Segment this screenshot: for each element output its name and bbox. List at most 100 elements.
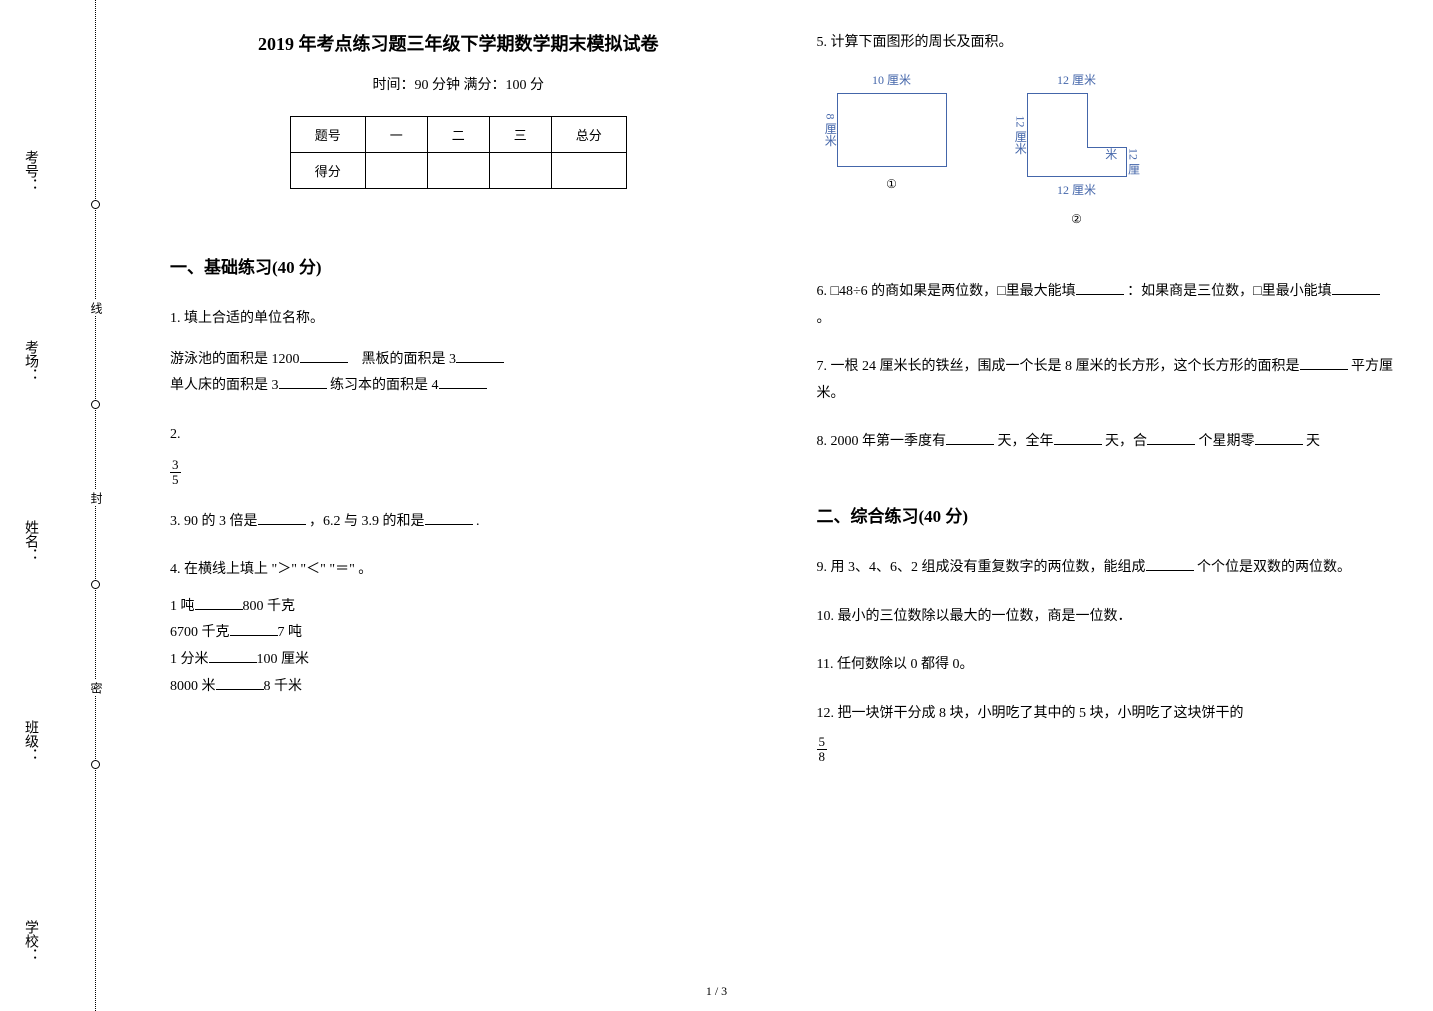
q5-figures: 10 厘米 8 厘米 ① 12 厘米 12 厘米 — [837, 69, 1394, 231]
question-7: 7. 一根 24 厘米长的铁丝，围成一个长是 8 厘米的长方形，这个长方形的面积… — [817, 354, 1394, 407]
fill-blank[interactable] — [1255, 431, 1303, 445]
fill-blank[interactable] — [230, 622, 278, 636]
q4-text: 100 厘米 — [257, 652, 310, 667]
q8-text: 天 — [1306, 434, 1320, 449]
question-3: 3. 90 的 3 倍是 ，6.2 与 3.9 的和是 . — [170, 509, 747, 536]
q4-text: 1 分米 — [170, 652, 209, 667]
fill-blank[interactable] — [1054, 431, 1102, 445]
score-table: 题号 一 二 三 总分 得分 — [290, 116, 627, 189]
q3-text: 3. 90 的 3 倍是 — [170, 514, 258, 529]
fill-blank[interactable] — [209, 649, 257, 663]
fraction-denominator: 8 — [817, 750, 828, 764]
binding-midlabel: 封 — [88, 490, 105, 506]
binding-circle — [91, 200, 100, 209]
score-header: 一 — [365, 117, 427, 153]
q8-text: 8. 2000 年第一季度有 — [817, 434, 947, 449]
binding-label-name: 姓名： — [20, 520, 40, 562]
fraction: 5 8 — [817, 735, 828, 763]
question-5: 5. 计算下面图形的周长及面积。 10 厘米 8 厘米 ① 12 厘米 12 厘 — [817, 30, 1394, 257]
figure-2: 12 厘米 12 厘米 12 厘米 12 厘米 ② — [1027, 69, 1127, 231]
table-row: 题号 一 二 三 总分 — [290, 117, 626, 153]
section-2-title: 二、综合练习(40 分) — [817, 502, 1394, 527]
q8-text: 天，全年 — [998, 434, 1054, 449]
q3-text: ，6.2 与 3.9 的和是 — [309, 514, 425, 529]
q3-text: . — [476, 514, 480, 529]
q4-row: 1 吨800 千克 — [170, 594, 747, 621]
score-cell[interactable] — [551, 153, 626, 189]
q1-text: 游泳池的面积是 1200 — [170, 352, 300, 367]
fill-blank[interactable] — [279, 375, 327, 389]
q1-text: 黑板的面积是 3 — [358, 352, 456, 367]
question-10: 10. 最小的三位数除以最大的一位数，商是一位数． — [817, 604, 1394, 631]
question-11: 11. 任何数除以 0 都得 0。 — [817, 652, 1394, 679]
q6-text: ：如果商是三位数，□里最小能填 — [1127, 284, 1331, 299]
fig-label-top: 10 厘米 — [837, 69, 947, 92]
fill-blank[interactable] — [425, 511, 473, 525]
fill-blank[interactable] — [216, 676, 264, 690]
fig-label-top: 12 厘米 — [1027, 69, 1127, 92]
fill-blank[interactable] — [300, 349, 348, 363]
score-header: 总分 — [551, 117, 626, 153]
question-1: 1. 填上合适的单位名称。 游泳池的面积是 1200 黑板的面积是 3 单人床的… — [170, 306, 747, 400]
score-header: 题号 — [290, 117, 365, 153]
q4-stem: 4. 在横线上填上 "＞" "＜" "＝" 。 — [170, 557, 747, 584]
page: 学校： 班级： 姓名： 考场： 考号： 密 封 线 2019 年考点练习题三年级… — [0, 0, 1433, 1011]
fig-label-bottom: 12 厘米 — [1027, 179, 1127, 202]
q12-text: 12. 把一块饼干分成 8 块，小明吃了其中的 5 块，小明吃了这块饼干的 — [817, 701, 1394, 728]
fill-blank[interactable] — [1146, 557, 1194, 571]
fill-blank[interactable] — [439, 375, 487, 389]
q8-text: 天，合 — [1105, 434, 1147, 449]
right-column: 5. 计算下面图形的周长及面积。 10 厘米 8 厘米 ① 12 厘米 12 厘 — [817, 30, 1394, 981]
q4-text: 6700 千克 — [170, 625, 230, 640]
exam-subtitle: 时间：90 分钟 满分：100 分 — [170, 74, 747, 94]
fill-blank[interactable] — [1300, 356, 1348, 370]
q1-text: 单人床的面积是 3 — [170, 378, 279, 393]
fill-blank[interactable] — [946, 431, 994, 445]
binding-label-class: 班级： — [20, 720, 40, 762]
q4-text: 800 千克 — [243, 599, 296, 614]
fill-blank[interactable] — [1147, 431, 1195, 445]
binding-label-school: 学校： — [20, 920, 40, 962]
left-column: 2019 年考点练习题三年级下学期数学期末模拟试卷 时间：90 分钟 满分：10… — [170, 30, 747, 981]
binding-circle — [91, 760, 100, 769]
l-shape-cut — [1087, 93, 1127, 148]
figure-1: 10 厘米 8 厘米 ① — [837, 69, 947, 197]
q7-text: 7. 一根 24 厘米长的铁丝，围成一个长是 8 厘米的长方形，这个长方形的面积… — [817, 359, 1300, 374]
question-9: 9. 用 3、4、6、2 组成没有重复数字的两位数，能组成 个个位是双数的两位数… — [817, 555, 1394, 582]
binding-margin: 学校： 班级： 姓名： 考场： 考号： 密 封 线 — [0, 0, 120, 1011]
score-cell[interactable] — [427, 153, 489, 189]
page-number: 1 / 3 — [706, 984, 727, 999]
q6-text: 。 — [817, 311, 831, 326]
binding-label-room: 考场： — [20, 340, 40, 382]
score-cell[interactable] — [365, 153, 427, 189]
q8-text: 个星期零 — [1199, 434, 1255, 449]
score-header: 二 — [427, 117, 489, 153]
binding-midlabel: 密 — [88, 680, 105, 696]
q4-text: 8000 米 — [170, 679, 216, 694]
fill-blank[interactable] — [258, 511, 306, 525]
binding-midlabel: 线 — [88, 300, 105, 316]
score-cell[interactable] — [489, 153, 551, 189]
q1-line1: 游泳池的面积是 1200 黑板的面积是 3 — [170, 347, 747, 374]
q4-row: 6700 千克7 吨 — [170, 620, 747, 647]
rectangle-shape — [837, 93, 947, 167]
fill-blank[interactable] — [1332, 281, 1380, 295]
score-header: 三 — [489, 117, 551, 153]
q6-text: 6. □48÷6 的商如果是两位数，□里最大能填 — [817, 284, 1076, 299]
q2-stem: 2. — [170, 422, 747, 449]
q5-stem: 5. 计算下面图形的周长及面积。 — [817, 30, 1394, 57]
fill-blank[interactable] — [456, 349, 504, 363]
question-6: 6. □48÷6 的商如果是两位数，□里最大能填 ：如果商是三位数，□里最小能填… — [817, 279, 1394, 332]
table-row: 得分 — [290, 153, 626, 189]
content-columns: 2019 年考点练习题三年级下学期数学期末模拟试卷 时间：90 分钟 满分：10… — [120, 0, 1433, 1011]
fill-blank[interactable] — [1076, 281, 1124, 295]
fraction-numerator: 3 — [170, 458, 181, 473]
fig-label-right: 12 厘米 — [1099, 148, 1145, 177]
fig-label-left: 8 厘米 — [819, 114, 842, 147]
fig-number: ① — [837, 173, 947, 196]
fraction: 3 5 — [170, 458, 181, 486]
fill-blank[interactable] — [195, 596, 243, 610]
q1-stem: 1. 填上合适的单位名称。 — [170, 306, 747, 333]
question-8: 8. 2000 年第一季度有 天，全年 天，合 个星期零 天 — [817, 429, 1394, 456]
fraction-denominator: 5 — [170, 473, 181, 487]
